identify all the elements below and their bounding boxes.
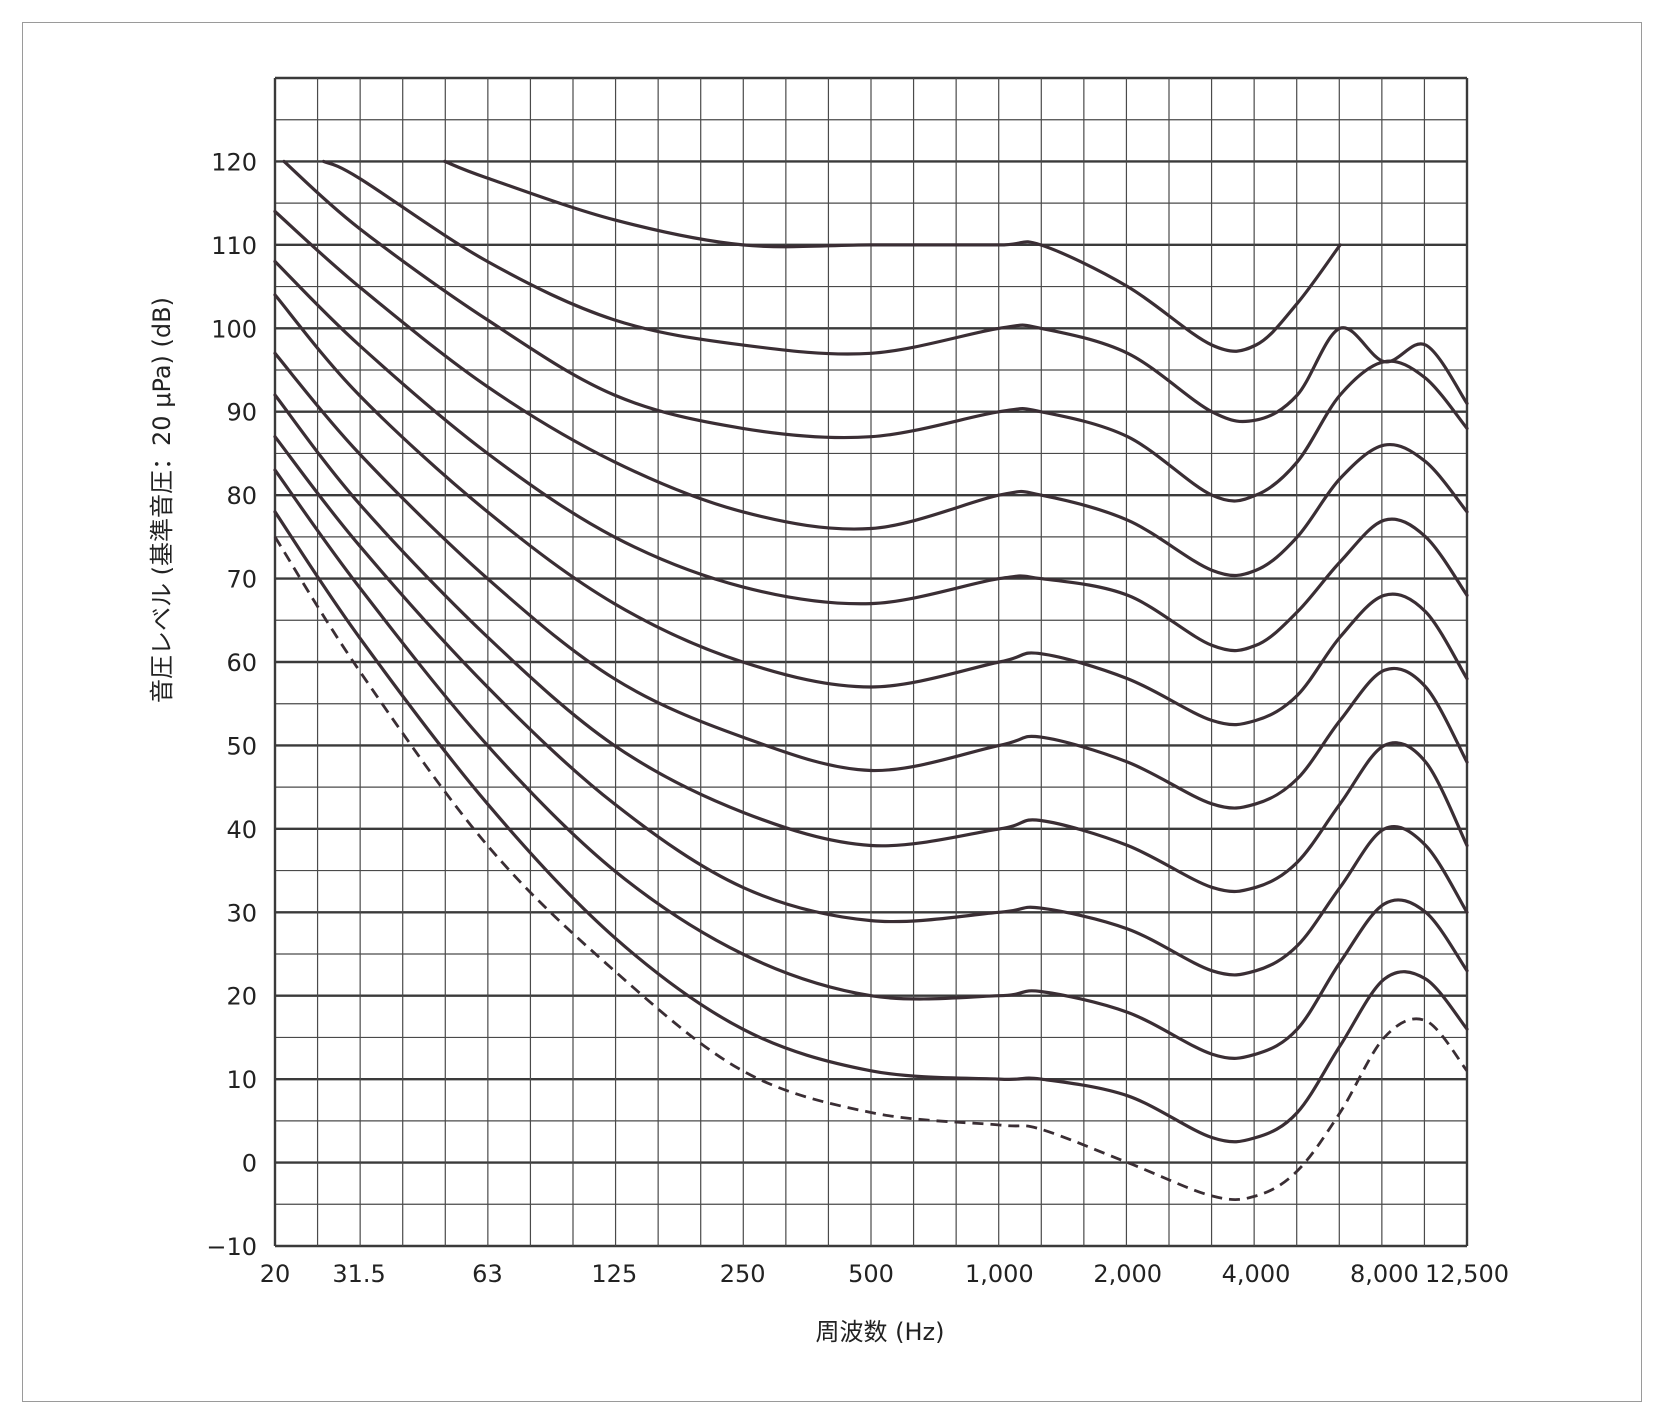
loudness-curve (282, 159, 1469, 503)
x-tick-label: 500 (848, 1260, 894, 1288)
loudness-curve (273, 435, 1469, 977)
y-axis-label: 音圧レベル (基準音圧：20 μPa) (dB) (148, 297, 176, 703)
loudness-curve (273, 259, 1469, 653)
y-tick-label: 90 (226, 399, 257, 427)
x-axis-ticks: 20 31.5 63 125 250 500 1,000 2,000 4,000 8,000 12,… (260, 1260, 1509, 1288)
x-tick-label: 31.5 (332, 1260, 385, 1288)
x-tick-label: 250 (720, 1260, 766, 1288)
y-tick-label: 20 (226, 983, 257, 1011)
loudness-curve (273, 393, 1469, 894)
x-tick-label: 125 (591, 1260, 637, 1288)
x-tick-label: 4,000 (1222, 1260, 1291, 1288)
y-tick-label: 120 (211, 148, 257, 176)
y-axis-ticks: −10 0 10 20 30 40 50 60 70 80 90 100 110 120 (206, 148, 257, 1261)
y-tick-label: 60 (226, 649, 257, 677)
x-tick-label: 2,000 (1093, 1260, 1162, 1288)
x-axis-label: 周波数 (Hz) (816, 1318, 945, 1346)
loudness-curve (273, 209, 1469, 578)
x-tick-label: 12,500 (1425, 1260, 1509, 1288)
y-tick-label: 50 (226, 732, 257, 760)
y-tick-label: 10 (226, 1066, 257, 1094)
loudness-curve (322, 159, 1469, 424)
loudness-curve (443, 159, 1342, 353)
loudness-curve (273, 351, 1469, 810)
y-tick-label: 70 (226, 566, 257, 594)
x-tick-label: 63 (472, 1260, 503, 1288)
x-tick-label: 1,000 (965, 1260, 1034, 1288)
y-tick-label: 80 (226, 482, 257, 510)
y-tick-label: 0 (242, 1150, 257, 1178)
x-tick-label: 20 (260, 1260, 291, 1288)
curves (273, 159, 1469, 1201)
chart-frame (22, 22, 1642, 1402)
x-tick-label: 8,000 (1350, 1260, 1419, 1288)
y-tick-label: −10 (206, 1233, 257, 1261)
y-tick-label: 100 (211, 315, 257, 343)
y-tick-label: 30 (226, 899, 257, 927)
loudness-curve (273, 468, 1469, 1060)
threshold-curve-dashed (273, 536, 1469, 1201)
loudness-curve (273, 510, 1469, 1144)
y-tick-label: 40 (226, 816, 257, 844)
y-tick-label: 110 (211, 232, 257, 260)
loudness-curve (273, 293, 1469, 727)
